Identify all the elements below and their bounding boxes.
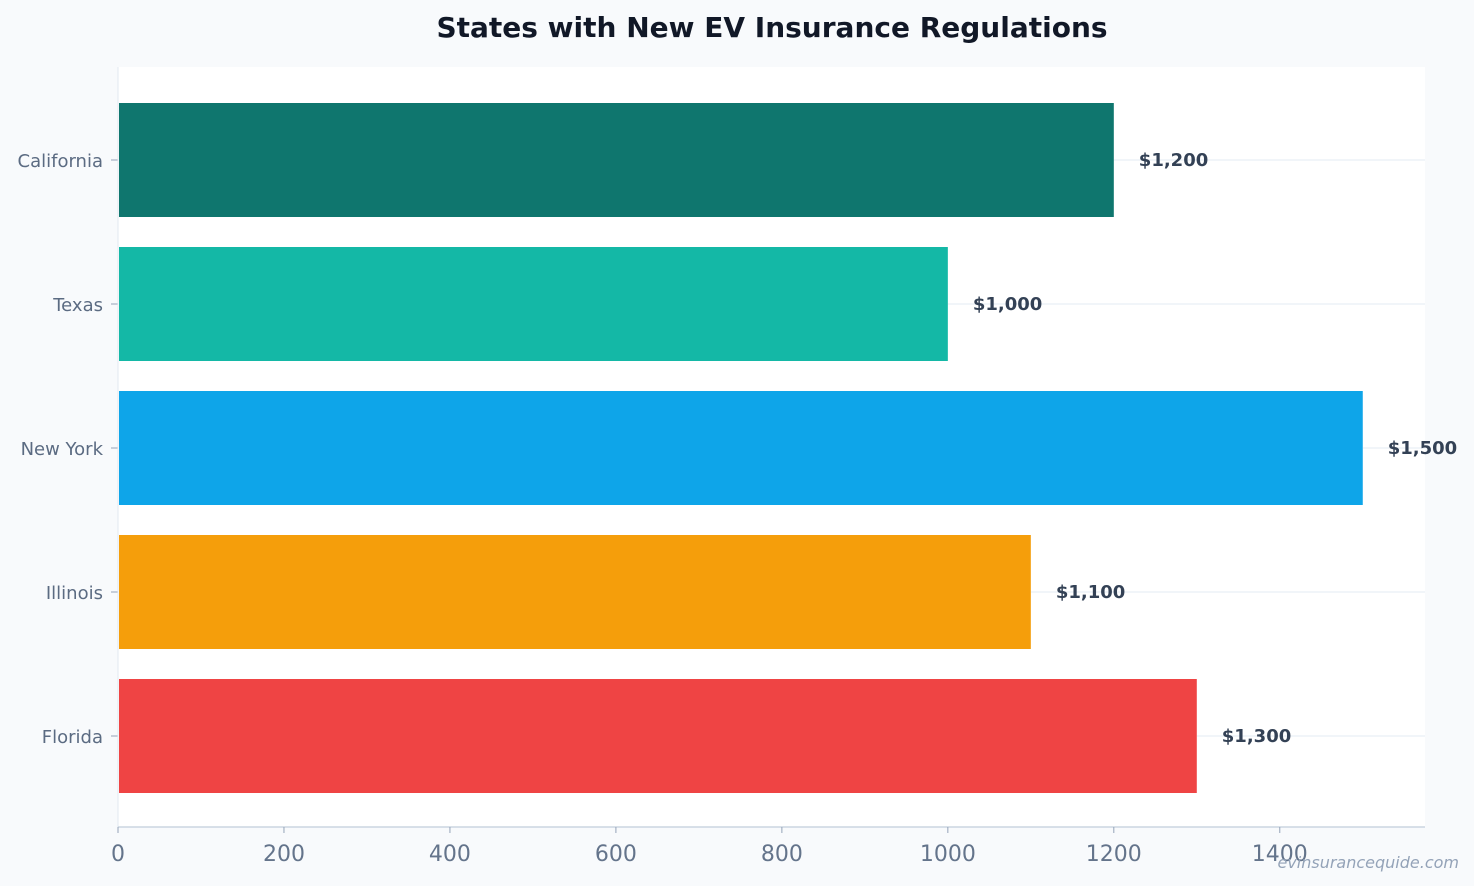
watermark-text: evinsurancequide.com	[1277, 853, 1459, 872]
value-labels: $1,200 $1,000 $1,500 $1,100 $1,300	[973, 150, 1457, 747]
x-tick-label: 600	[595, 842, 637, 867]
x-tick-label: 0	[111, 842, 125, 867]
data-label: $1,200	[1139, 150, 1208, 171]
y-tick-label: New York	[21, 439, 104, 460]
x-tick-label: 1400	[1252, 842, 1308, 867]
x-tick-label: 1000	[920, 842, 976, 867]
data-label: $1,500	[1388, 438, 1457, 459]
category-axis: California Texas New York Illinois Florida	[18, 151, 118, 748]
y-tick-label: California	[18, 151, 103, 172]
bars	[119, 103, 1363, 793]
data-label: $1,300	[1222, 726, 1291, 747]
data-label: $1,000	[973, 294, 1042, 315]
bar	[119, 679, 1197, 793]
bar	[119, 103, 1114, 217]
data-label: $1,100	[1056, 582, 1125, 603]
y-tick-label: Illinois	[46, 583, 103, 604]
x-tick-label: 400	[429, 842, 471, 867]
y-tick-label: Texas	[52, 295, 103, 316]
bar	[119, 247, 948, 361]
x-tick-label: 800	[761, 842, 803, 867]
bar	[119, 535, 1031, 649]
x-tick-label: 200	[263, 842, 305, 867]
y-tick-label: Florida	[42, 727, 103, 748]
value-axis: 0 200 400 600 800 1000 1200 1400	[111, 67, 1425, 867]
bar	[119, 391, 1363, 505]
chart-title: States with New EV Insurance Regulations	[436, 11, 1107, 44]
x-tick-label: 1200	[1086, 842, 1142, 867]
